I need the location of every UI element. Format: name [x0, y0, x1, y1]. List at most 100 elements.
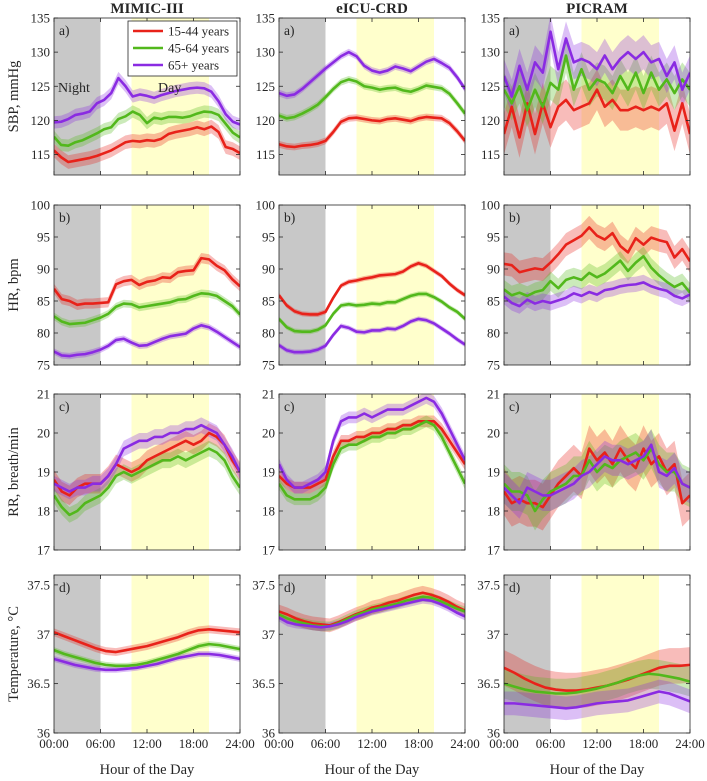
y-tick-label: 21 — [487, 387, 500, 402]
y-tick-label: 36.5 — [477, 676, 500, 691]
y-tick-label: 95 — [37, 230, 50, 245]
panel-mimic-iii: 75 80 85 90 95 100 b) — [31, 198, 241, 373]
y-tick-label: 19 — [487, 465, 500, 480]
x-tick-label: 00:00 — [264, 736, 294, 751]
day-shading — [131, 205, 209, 365]
series-group — [54, 71, 240, 169]
series-group — [54, 625, 240, 673]
y-tick-label: 20 — [487, 426, 500, 441]
y-tick-label: 125 — [481, 79, 501, 94]
panel-label: a) — [284, 23, 295, 38]
y-tick-label: 135 — [31, 11, 51, 26]
x-tick-label: 06:00 — [311, 736, 341, 751]
confidence-band — [504, 18, 690, 114]
series-line — [54, 652, 240, 672]
series-line — [279, 317, 465, 354]
confidence-band — [54, 417, 240, 500]
y-tick-label: 135 — [256, 11, 276, 26]
confidence-band — [279, 595, 465, 632]
series-line — [504, 54, 690, 112]
series-line — [54, 431, 240, 497]
confidence-band — [504, 658, 690, 709]
y-tick-label: 125 — [256, 79, 276, 94]
day-shading — [581, 394, 659, 550]
x-tick-label: 00:00 — [489, 736, 519, 751]
y-tick-label: 17 — [487, 543, 501, 558]
confidence-band — [54, 119, 240, 169]
series-line — [279, 420, 465, 501]
series-line — [279, 595, 465, 628]
panel-label: a) — [59, 23, 70, 38]
y-tick-label: 75 — [262, 358, 275, 373]
legend-label: 15-44 years — [168, 24, 229, 39]
x-tick-label: 24:00 — [225, 736, 255, 751]
y-tick-label: 36 — [262, 726, 276, 741]
panel-picram: 115 120 125 130 135 a) — [481, 11, 691, 176]
series-line — [279, 591, 465, 627]
y-tick-label: 115 — [256, 147, 275, 162]
series-group — [504, 647, 690, 721]
y-tick-label: 135 — [481, 11, 501, 26]
panel-label: b) — [284, 210, 295, 225]
y-tick-label: 95 — [262, 230, 275, 245]
day-shading — [356, 205, 434, 365]
night-shading — [54, 394, 101, 550]
confidence-band — [54, 440, 240, 523]
y-tick-label: 85 — [37, 294, 50, 309]
y-tick-label: 130 — [31, 45, 51, 60]
x-tick-label: 24:00 — [675, 736, 705, 751]
series-line — [504, 447, 690, 509]
y-tick-label: 100 — [256, 198, 276, 213]
y-tick-label: 90 — [37, 262, 50, 277]
y-tick-label: 18 — [487, 504, 500, 519]
panel-label: c) — [59, 399, 70, 414]
night-annotation: Night — [58, 81, 90, 96]
x-axis-label: Hour of the Day — [100, 762, 195, 778]
series-line — [504, 690, 690, 710]
series-line — [504, 88, 690, 139]
column-title: MIMIC-III — [110, 1, 183, 17]
confidence-band — [54, 651, 240, 673]
y-tick-label: 19 — [262, 465, 275, 480]
panel-label: b) — [59, 210, 70, 225]
confidence-band — [504, 679, 690, 721]
series-line — [504, 254, 690, 298]
series-line — [54, 628, 240, 654]
y-tick-label: 37.5 — [252, 577, 275, 592]
night-shading — [504, 394, 551, 550]
series-line — [504, 672, 690, 695]
y-tick-label: 36.5 — [27, 676, 50, 691]
series-line — [504, 281, 690, 308]
column-title: eICU-CRD — [336, 1, 408, 17]
y-axis-label: RR, breath/min — [6, 427, 22, 517]
series-line — [54, 110, 240, 147]
y-tick-label: 37 — [262, 627, 276, 642]
legend-label: 45-64 years — [168, 41, 229, 56]
confidence-band — [279, 415, 465, 494]
x-tick-label: 06:00 — [86, 736, 116, 751]
y-tick-label: 37 — [37, 627, 51, 642]
y-tick-label: 37 — [487, 627, 501, 642]
y-tick-label: 80 — [487, 326, 500, 341]
series-group — [504, 425, 690, 531]
series-line — [54, 324, 240, 358]
panel-picram: 17 18 19 20 21 c) — [487, 387, 691, 558]
series-line — [54, 447, 240, 517]
day-annotation: Day — [158, 81, 181, 96]
series-line — [279, 396, 465, 489]
series-group — [279, 394, 465, 506]
confidence-band — [54, 71, 240, 131]
y-axis-label: Temperature, °C — [6, 606, 22, 702]
panel-label: d) — [59, 580, 70, 595]
y-tick-label: 18 — [37, 504, 50, 519]
panel-label: c) — [284, 399, 295, 414]
series-line — [54, 256, 240, 307]
panel-label: d) — [284, 580, 295, 595]
series-line — [504, 226, 690, 274]
y-tick-label: 17 — [262, 543, 276, 558]
series-line — [279, 292, 465, 334]
y-tick-label: 75 — [37, 358, 50, 373]
legend: 15-44 years 45-64 years 65+ years — [127, 20, 238, 77]
y-tick-label: 125 — [31, 79, 51, 94]
x-tick-label: 12:00 — [357, 736, 387, 751]
